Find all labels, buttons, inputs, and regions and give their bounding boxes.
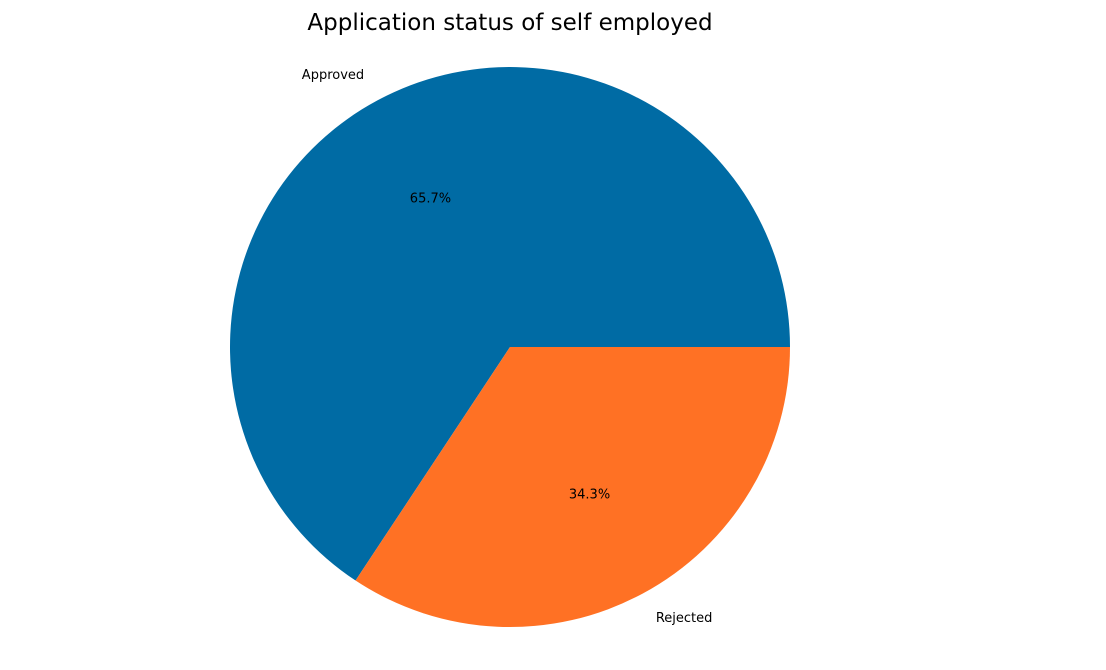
percent-label-rejected: 34.3% xyxy=(569,487,610,502)
pie-labels: Approved 65.7% Rejected 34.3% xyxy=(302,68,713,626)
percent-label-approved: 65.7% xyxy=(410,192,451,207)
slice-label-approved: Approved xyxy=(302,68,364,83)
pie-slices xyxy=(229,66,791,627)
pie-slice-rejected xyxy=(355,347,790,627)
chart-title: Application status of self employed xyxy=(307,10,712,36)
pie-slice-approved xyxy=(229,66,791,581)
slice-label-rejected: Rejected xyxy=(656,611,713,626)
